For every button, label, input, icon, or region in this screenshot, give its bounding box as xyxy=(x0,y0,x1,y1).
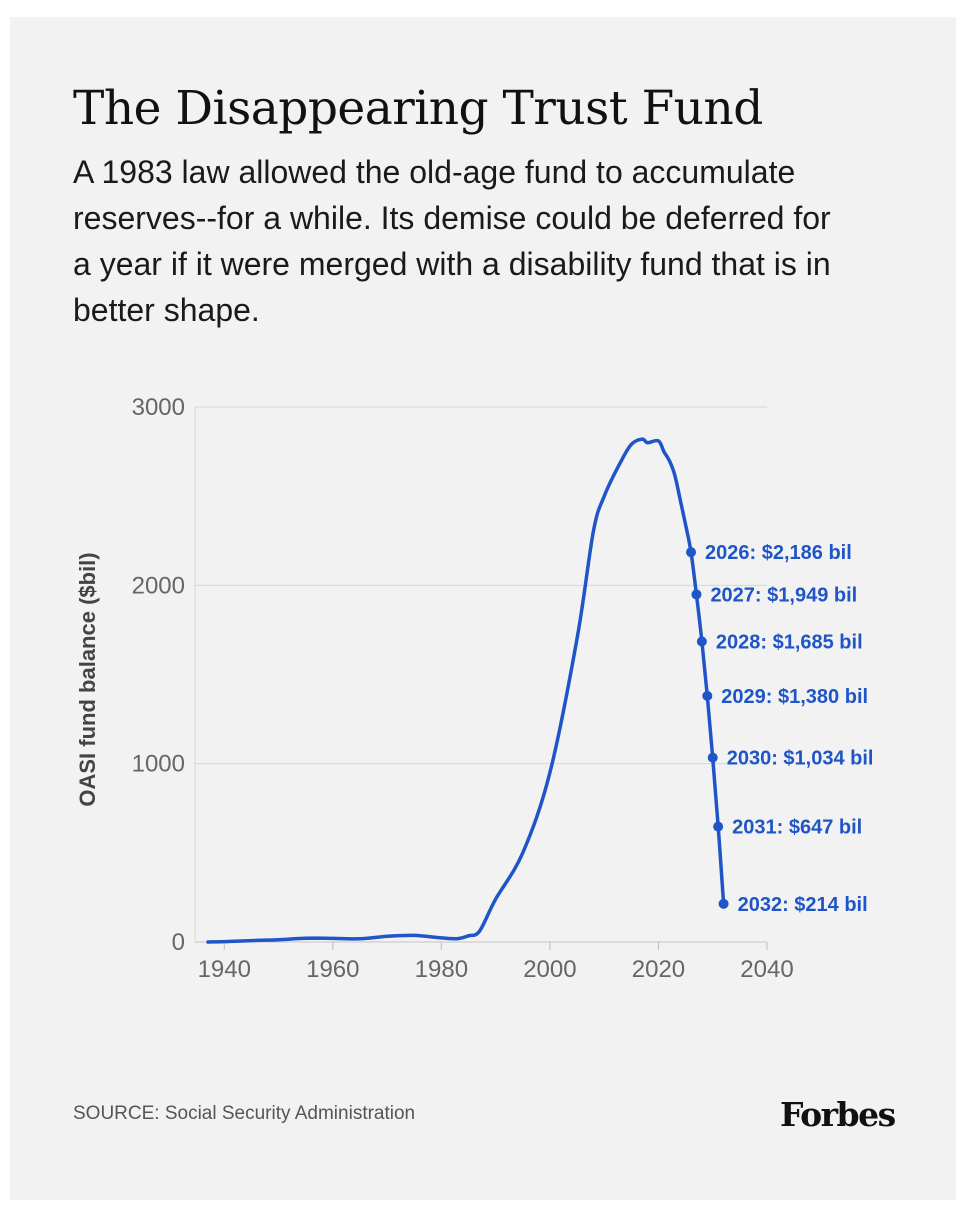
y-tick-label: 2000 xyxy=(132,572,185,599)
axes: 0 1000 2000 3000 1940 1960 1980 2000 2020 2040 OAS… xyxy=(75,394,794,983)
data-point xyxy=(707,752,718,763)
forbes-logo: Forbes xyxy=(780,1095,896,1134)
y-tick-label: 1000 xyxy=(132,751,185,778)
series xyxy=(206,437,726,944)
y-tick-label: 0 xyxy=(172,929,185,956)
source-note: SOURCE: Social Security Administration xyxy=(73,1103,416,1124)
data-label: 2028: $1,685 bil xyxy=(716,632,863,654)
data-label: 2030: $1,034 bil xyxy=(727,748,874,770)
chart-subtitle: A 1983 law allowed the old-age fund to a… xyxy=(73,154,831,328)
y-axis-title: OASI fund balance ($bil) xyxy=(75,552,100,806)
data-label: 2032: $214 bil xyxy=(738,894,868,916)
data-label: 2026: $2,186 bil xyxy=(705,542,852,564)
chart-card: The Disappearing Trust Fund A 1983 law a… xyxy=(10,17,956,1200)
x-tick-label: 2040 xyxy=(740,956,793,983)
x-tick-label: 1960 xyxy=(306,956,359,983)
data-point xyxy=(713,821,724,832)
y-tick-label: 3000 xyxy=(132,394,185,421)
x-tick-label: 2020 xyxy=(632,956,685,983)
data-point xyxy=(686,547,697,558)
data-label: 2029: $1,380 bil xyxy=(721,686,868,708)
x-tick-label: 1940 xyxy=(198,956,251,983)
data-point xyxy=(691,589,702,600)
gridlines xyxy=(194,406,767,943)
data-label: 2031: $647 bil xyxy=(732,817,862,839)
line-chart: 0 1000 2000 3000 1940 1960 1980 2000 2020 2040 OAS… xyxy=(75,394,874,983)
series-line xyxy=(206,437,726,944)
data-point xyxy=(702,690,713,701)
data-point xyxy=(718,898,729,909)
x-tick-label: 2000 xyxy=(523,956,576,983)
annotations: 2026: $2,186 bil 2027: $1,949 bil 2028: $1… xyxy=(686,542,874,916)
x-tick-label: 1980 xyxy=(415,956,468,983)
data-label: 2027: $1,949 bil xyxy=(710,584,857,606)
data-point xyxy=(696,636,707,647)
chart-title: The Disappearing Trust Fund xyxy=(73,81,763,136)
